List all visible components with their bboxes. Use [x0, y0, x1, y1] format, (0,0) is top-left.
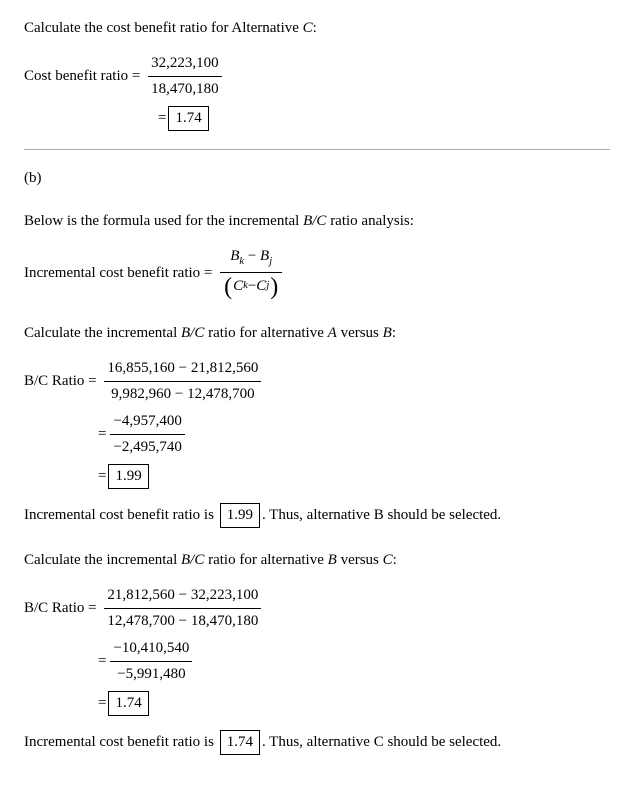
intro-bc: B/C: [181, 552, 204, 568]
intro: Calculate the incremental B/C ratio for …: [24, 550, 610, 571]
section-alt-c: Calculate the cost benefit ratio for Alt…: [24, 18, 610, 131]
fraction: Bk − Bj ( Ck − Cj ): [220, 246, 282, 301]
eq-row-2: = −10,410,540 −5,991,480: [24, 638, 610, 685]
paren-wrap: ( Ck − Cj ): [223, 275, 279, 299]
colon: :: [392, 325, 396, 341]
conclusion-post: . Thus, alternative B should be selected…: [262, 507, 501, 523]
eq2: =: [98, 424, 106, 445]
num: −10,410,540: [110, 638, 192, 661]
eq-label: B/C Ratio =: [24, 598, 100, 619]
divider: [24, 149, 610, 150]
paren-right: ): [269, 275, 279, 299]
C2: C: [256, 276, 266, 297]
sub2: j: [269, 256, 272, 267]
intro-colon: :: [313, 20, 317, 36]
alt1: B: [328, 552, 337, 568]
intro-mid: ratio for alternative: [204, 325, 327, 341]
num: 16,855,160 − 21,812,560: [104, 358, 261, 381]
conclusion: Incremental cost benefit ratio is 1.99. …: [24, 503, 610, 528]
den: 9,982,960 − 12,478,700: [104, 381, 261, 405]
section-b-label: (b): [24, 168, 610, 189]
fraction-num: 32,223,100: [148, 53, 222, 76]
conclusion-box: 1.99: [220, 503, 260, 528]
alt2: C: [383, 552, 393, 568]
alt1: A: [328, 325, 337, 341]
eq-label: B/C Ratio =: [24, 371, 100, 392]
intro-mid: ratio for alternative: [204, 552, 327, 568]
fraction1: 21,812,560 − 32,223,100 12,478,700 − 18,…: [104, 585, 261, 632]
den: −5,991,480: [110, 661, 192, 685]
section-b-vs-c: Calculate the incremental B/C ratio for …: [24, 550, 610, 755]
intro-pre: Calculate the incremental: [24, 552, 181, 568]
intro-bc: B/C: [181, 325, 204, 341]
vs: versus: [337, 552, 383, 568]
result-eq: =: [158, 108, 166, 129]
eq-row-1: B/C Ratio = 21,812,560 − 32,223,100 12,4…: [24, 585, 610, 632]
num: 21,812,560 − 32,223,100: [104, 585, 261, 608]
eq3: =: [98, 693, 106, 714]
alt2: B: [383, 325, 392, 341]
section-formula: Below is the formula used for the increm…: [24, 211, 610, 301]
fraction2: −4,957,400 −2,495,740: [110, 411, 184, 458]
conclusion-pre: Incremental cost benefit ratio is: [24, 734, 218, 750]
eq-row-1: B/C Ratio = 16,855,160 − 21,812,560 9,98…: [24, 358, 610, 405]
minus: −: [248, 276, 256, 297]
fraction1: 16,855,160 − 21,812,560 9,982,960 − 12,4…: [104, 358, 261, 405]
intro-bc: B/C: [303, 213, 326, 229]
fraction-num: Bk − Bj: [227, 246, 275, 272]
cost-benefit-eq-row: Cost benefit ratio = 32,223,100 18,470,1…: [24, 53, 610, 100]
eq-row-2: = −4,957,400 −2,495,740: [24, 411, 610, 458]
section-a-vs-b: Calculate the incremental B/C ratio for …: [24, 323, 610, 528]
intro-alt: C: [303, 20, 313, 36]
result-box: 1.74: [168, 106, 208, 131]
eq3: =: [98, 466, 106, 487]
fraction2: −10,410,540 −5,991,480: [110, 638, 192, 685]
conclusion-box: 1.74: [220, 730, 260, 755]
section-b-label-block: (b): [24, 168, 610, 189]
den: 12,478,700 − 18,470,180: [104, 608, 261, 632]
fraction-den: 18,470,180: [148, 76, 222, 100]
vs: versus: [337, 325, 383, 341]
conclusion-pre: Incremental cost benefit ratio is: [24, 507, 218, 523]
conclusion: Incremental cost benefit ratio is 1.74. …: [24, 730, 610, 755]
intro-text: Calculate the cost benefit ratio for Alt…: [24, 18, 610, 39]
fraction: 32,223,100 18,470,180: [148, 53, 222, 100]
eq-row-3: = 1.99: [24, 464, 610, 489]
result-box: 1.99: [108, 464, 148, 489]
eq-row-3: = 1.74: [24, 691, 610, 716]
minus: −: [244, 248, 260, 264]
intro-pre: Calculate the cost benefit ratio for Alt…: [24, 20, 303, 36]
num: −4,957,400: [110, 411, 184, 434]
eq-label: Incremental cost benefit ratio =: [24, 263, 216, 284]
eq-label: Cost benefit ratio =: [24, 66, 144, 87]
den: −2,495,740: [110, 434, 184, 458]
B2: B: [260, 248, 269, 264]
intro-pre: Below is the formula used for the increm…: [24, 213, 303, 229]
formula-eq-row: Incremental cost benefit ratio = Bk − Bj…: [24, 246, 610, 301]
intro: Calculate the incremental B/C ratio for …: [24, 323, 610, 344]
result-box: 1.74: [108, 691, 148, 716]
result-row: = 1.74: [24, 106, 610, 131]
eq2: =: [98, 651, 106, 672]
colon: :: [393, 552, 397, 568]
paren-left: (: [223, 275, 233, 299]
formula-intro: Below is the formula used for the increm…: [24, 211, 610, 232]
conclusion-post: . Thus, alternative C should be selected…: [262, 734, 501, 750]
fraction-den: ( Ck − Cj ): [220, 272, 282, 301]
intro-pre: Calculate the incremental: [24, 325, 181, 341]
C1: C: [233, 276, 243, 297]
paren-inner: Ck − Cj: [233, 275, 269, 299]
intro-post: ratio analysis:: [326, 213, 413, 229]
